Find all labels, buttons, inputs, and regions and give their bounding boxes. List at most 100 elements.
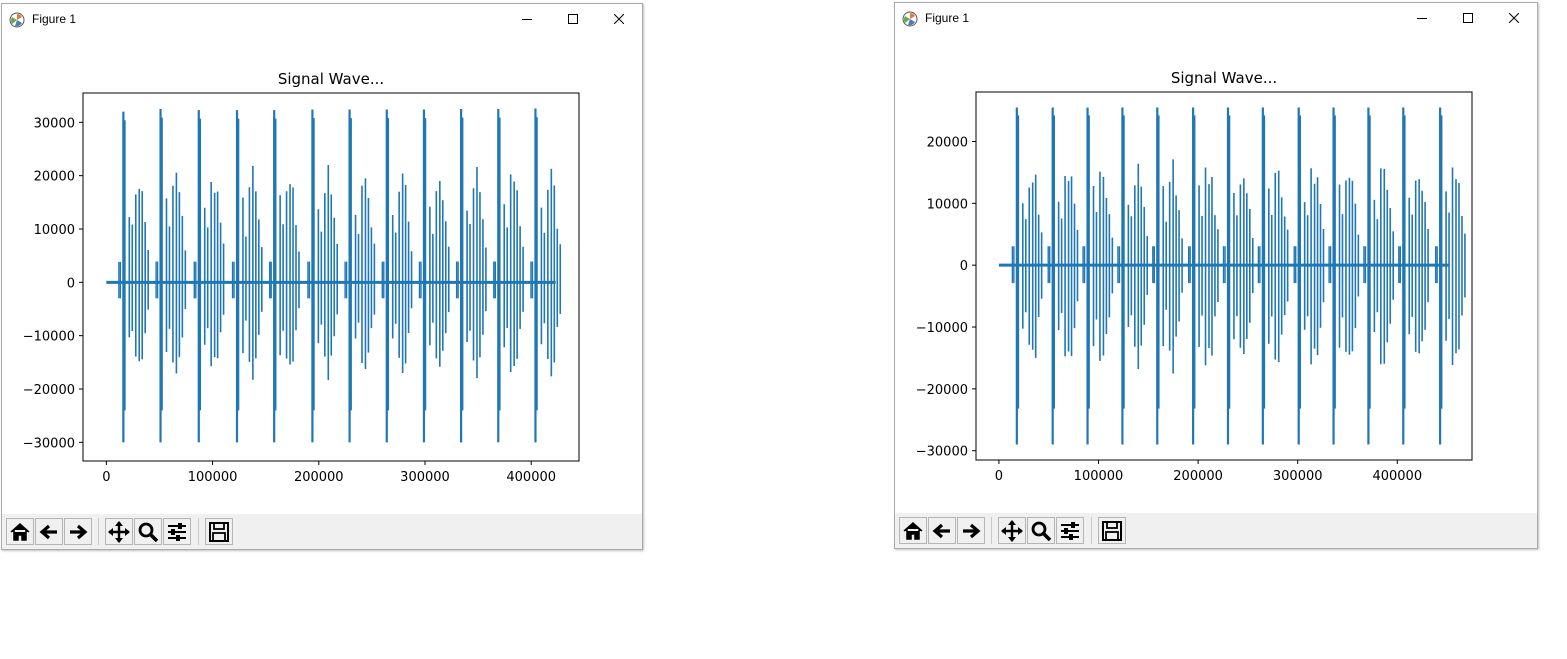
y-tick-label: −20000 <box>23 383 75 398</box>
minimize-button[interactable] <box>1399 3 1445 33</box>
signal-burst <box>455 109 487 443</box>
home-button[interactable] <box>6 518 34 545</box>
zoom-icon <box>138 522 159 542</box>
window-title: Figure 1 <box>925 11 970 25</box>
close-icon <box>1509 13 1519 23</box>
configure-subplots-icon <box>1061 521 1079 540</box>
home-icon <box>903 521 923 540</box>
x-tick-label: 300000 <box>1273 469 1323 484</box>
save-icon <box>209 521 229 542</box>
y-tick-label: −20000 <box>916 383 968 398</box>
signal-burst <box>118 111 149 443</box>
toolbar-separator <box>198 518 199 545</box>
forward-button[interactable] <box>64 518 92 545</box>
pan-icon <box>108 520 130 543</box>
y-tick-label: −30000 <box>23 436 75 451</box>
signal-burst <box>1257 107 1289 445</box>
x-tick-label: 400000 <box>506 470 556 485</box>
y-tick-label: −30000 <box>916 445 968 460</box>
signal-burst <box>307 109 339 443</box>
signal-burst <box>231 110 263 443</box>
x-tick-label: 0 <box>102 470 110 485</box>
signal-series <box>998 107 1466 445</box>
toolbar-separator <box>98 518 99 545</box>
save-button[interactable] <box>1098 517 1126 544</box>
axes-frame <box>82 92 580 462</box>
minimize-icon <box>522 19 532 20</box>
signal-burst <box>193 110 225 443</box>
signal-burst <box>1047 107 1079 445</box>
x-tick-label: 100000 <box>1074 469 1124 484</box>
save-icon <box>1102 520 1122 541</box>
pan-icon <box>1001 519 1023 542</box>
close-icon <box>614 14 624 24</box>
signal-burst <box>155 109 187 443</box>
matplotlib-app-icon <box>9 12 25 28</box>
signal-burst <box>344 109 376 443</box>
y-tick-label: −10000 <box>916 321 968 336</box>
x-tick-label: 0 <box>995 469 1003 484</box>
maximize-button[interactable] <box>1445 3 1491 33</box>
signal-burst <box>1082 107 1114 445</box>
signal-burst <box>1222 107 1254 445</box>
signal-burst <box>1434 107 1466 445</box>
signal-burst <box>1011 107 1043 445</box>
chart-title: Signal Wave... <box>278 70 384 88</box>
minimize-button[interactable] <box>504 4 550 34</box>
axes-frame <box>975 91 1473 461</box>
maximize-icon <box>1463 13 1473 23</box>
configure-subplots-button[interactable] <box>1056 517 1084 544</box>
pan-button[interactable] <box>998 517 1026 544</box>
signal-series <box>106 108 562 443</box>
navigation-toolbar <box>895 513 1537 548</box>
navigation-toolbar <box>2 514 642 549</box>
y-tick-label: 20000 <box>927 135 968 150</box>
title-bar[interactable]: Figure 1 <box>2 4 642 34</box>
toolbar-separator <box>991 517 992 544</box>
forward-button[interactable] <box>957 517 985 544</box>
y-tick-label: −10000 <box>23 330 75 345</box>
y-tick-label: 10000 <box>34 223 75 238</box>
configure-subplots-icon <box>168 522 186 541</box>
minimize-icon <box>1417 18 1427 19</box>
figure-canvas[interactable]: Signal Wave...0 100000 200000 300000 400000−… <box>2 34 642 514</box>
pan-button[interactable] <box>105 518 133 545</box>
signal-burst <box>418 109 450 443</box>
save-button[interactable] <box>205 518 233 545</box>
zoom-icon <box>1031 521 1052 541</box>
signal-burst <box>1152 107 1183 445</box>
forward-arrow-icon <box>963 523 981 538</box>
window-title: Figure 1 <box>32 12 77 26</box>
title-bar[interactable]: Figure 1 <box>895 3 1537 33</box>
x-tick-label: 200000 <box>1173 469 1223 484</box>
x-tick-label: 400000 <box>1372 469 1422 484</box>
figure-canvas[interactable]: Signal Wave...0 100000 200000 300000 400000−… <box>895 33 1537 513</box>
back-arrow-icon <box>39 524 57 539</box>
back-button[interactable] <box>35 518 63 545</box>
y-tick-label: 20000 <box>34 170 75 185</box>
y-tick-label: 10000 <box>927 197 968 212</box>
configure-subplots-button[interactable] <box>163 518 191 545</box>
signal-burst <box>530 108 562 443</box>
x-tick-label: 100000 <box>188 470 238 485</box>
zoom-button[interactable] <box>134 518 162 545</box>
close-button[interactable] <box>596 4 642 34</box>
y-tick-label: 0 <box>960 259 968 274</box>
y-tick-label: 30000 <box>34 116 75 131</box>
home-button[interactable] <box>899 517 927 544</box>
chart-title: Signal Wave... <box>1171 69 1277 87</box>
signal-burst <box>1293 107 1325 445</box>
signal-burst <box>1363 107 1395 445</box>
back-button[interactable] <box>928 517 956 544</box>
home-icon <box>10 522 30 541</box>
y-tick-label: 0 <box>67 276 75 291</box>
zoom-button[interactable] <box>1027 517 1055 544</box>
signal-burst <box>381 109 413 443</box>
signal-burst <box>1117 107 1149 445</box>
toolbar-separator <box>1091 517 1092 544</box>
signal-burst <box>269 110 300 443</box>
maximize-button[interactable] <box>550 4 596 34</box>
close-button[interactable] <box>1491 3 1537 33</box>
figure-window-2: Figure 1 Signal Wave... 0 100000 200000 3000… <box>894 2 1538 549</box>
signal-burst <box>1328 107 1360 445</box>
